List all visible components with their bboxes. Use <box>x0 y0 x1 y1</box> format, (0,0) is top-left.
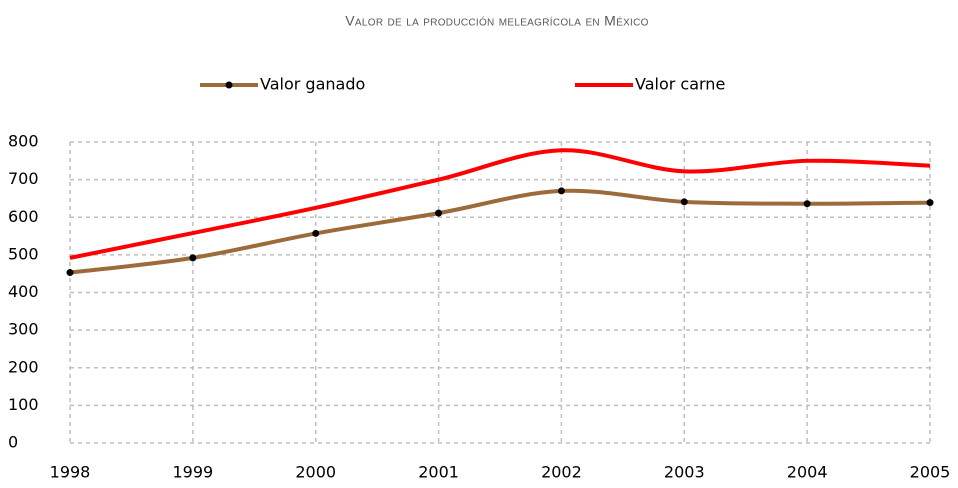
y-tick-label: 500 <box>8 244 39 263</box>
marker <box>312 229 320 237</box>
legend-label: Valor carne <box>635 75 725 94</box>
line <box>69 148 931 260</box>
x-tick-label: 2003 <box>664 463 705 482</box>
y-tick-label: 800 <box>8 132 39 151</box>
x-tick-label: 2001 <box>418 463 459 482</box>
x-tick-label: 2005 <box>910 463 951 482</box>
y-tick-label: 600 <box>8 207 39 226</box>
marker <box>803 200 811 208</box>
marker <box>435 209 443 217</box>
y-tick-label: 700 <box>8 169 39 188</box>
y-tick-label: 100 <box>8 395 39 414</box>
legend-marker <box>225 81 233 89</box>
x-tick-label: 1998 <box>50 463 91 482</box>
x-tick-label: 1999 <box>172 463 213 482</box>
y-tick-label: 400 <box>8 282 39 301</box>
line <box>69 188 931 275</box>
marker <box>926 199 934 207</box>
legend-label: Valor ganado <box>260 75 365 94</box>
x-tick-label: 2000 <box>295 463 336 482</box>
y-tick-label: 300 <box>8 320 39 339</box>
y-tick-label: 200 <box>8 357 39 376</box>
marker <box>557 187 565 195</box>
marker <box>680 198 688 206</box>
marker <box>66 269 74 277</box>
marker <box>189 254 197 262</box>
x-tick-label: 2004 <box>787 463 828 482</box>
x-tick-label: 2002 <box>541 463 582 482</box>
chart-title: Valor de la producción meleagrícola en M… <box>345 13 648 29</box>
y-tick-label: 0 <box>8 433 18 452</box>
